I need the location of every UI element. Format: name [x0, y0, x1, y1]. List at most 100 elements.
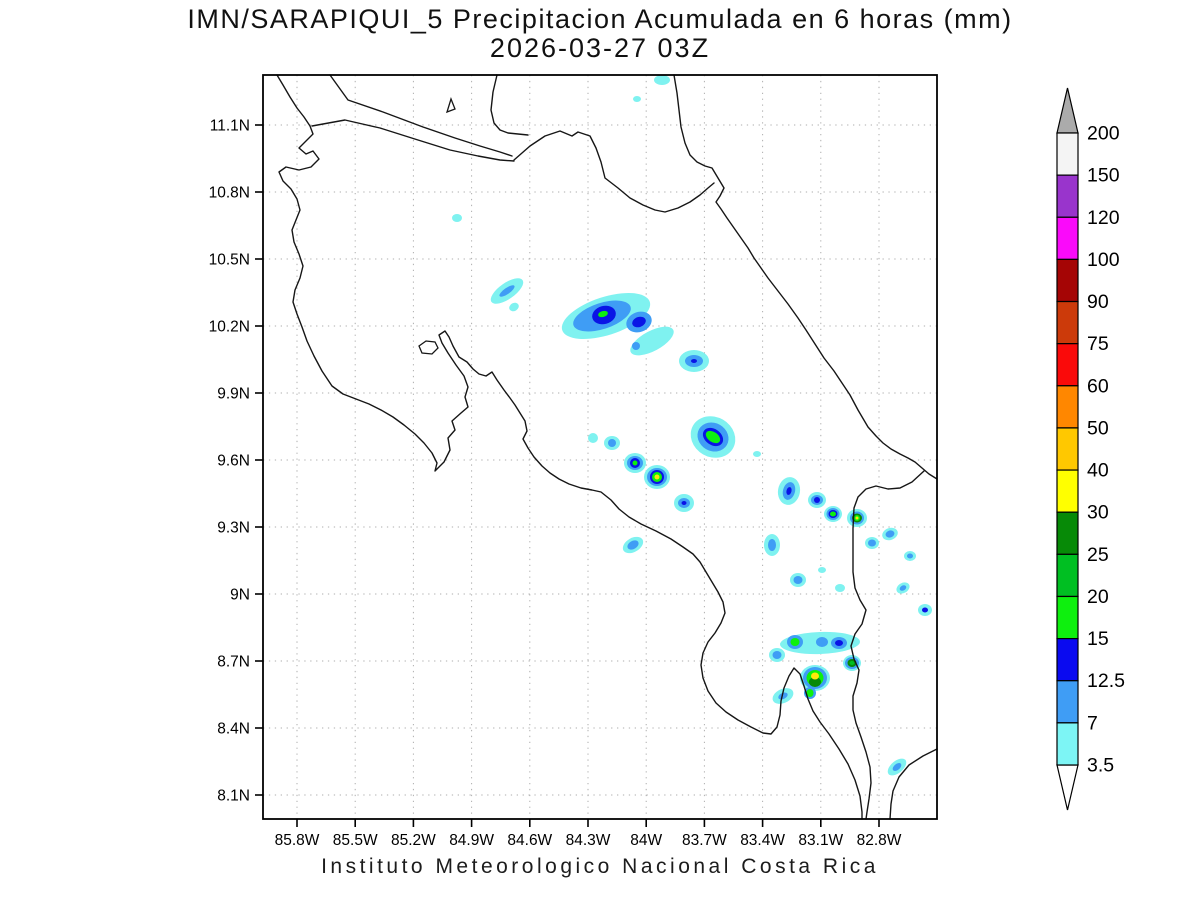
precip-contour: [753, 451, 761, 457]
precip-blob: [865, 537, 879, 549]
precip-blob: [452, 214, 462, 222]
precip-contour: [632, 316, 646, 328]
precip-contour: [632, 460, 638, 466]
precip-blob: [896, 582, 910, 594]
precip-blob: [882, 527, 898, 541]
precip-blob: [808, 492, 826, 508]
precip-contour: [835, 640, 843, 646]
colorbar-label: 150: [1087, 165, 1120, 187]
precip-contour: [598, 310, 608, 318]
precip-contour: [811, 672, 819, 680]
precip-blob: [630, 326, 674, 356]
precip-blob: [561, 293, 651, 339]
colorbar-block: [1056, 427, 1079, 471]
island-outline: [445, 97, 456, 114]
precip-blob: [777, 477, 801, 505]
colorbar-block: [1056, 469, 1079, 513]
precip-contour: [778, 692, 788, 700]
precip-blob: [690, 416, 736, 458]
colorbar-label: 40: [1087, 460, 1109, 482]
precip-contour: [899, 585, 907, 591]
precip-contour: [691, 359, 697, 363]
precip-blob: [632, 342, 640, 350]
precip-blob: [772, 688, 794, 704]
colorbar-block: [1056, 132, 1079, 176]
precip-contour: [814, 497, 820, 503]
precip-contour: [793, 576, 803, 584]
precip-contour: [633, 96, 641, 102]
lon-tick-label: 83.1W: [798, 832, 843, 849]
precip-contour: [705, 430, 721, 444]
precip-blob: [835, 584, 845, 592]
lat-tick-label: 10.8N: [209, 185, 250, 202]
precip-blob: [604, 436, 620, 450]
lon-tick-label: 84.9W: [449, 832, 494, 849]
precip-contour: [806, 689, 814, 697]
precip-blob: [843, 655, 861, 671]
colorbar-label: 200: [1087, 123, 1120, 145]
colorbar-label: 12.5: [1087, 670, 1125, 692]
colorbar-label: 30: [1087, 502, 1109, 524]
colorbar-label: 100: [1087, 249, 1120, 271]
coastline-path: [513, 130, 715, 213]
lon-tick-label: 82.8W: [857, 832, 902, 849]
precip-blob: [633, 96, 641, 102]
colorbar-block: [1056, 595, 1079, 640]
precip-blob: [887, 758, 907, 776]
precip-contour: [922, 607, 928, 613]
lat-tick-label: 8.7N: [217, 654, 250, 671]
colorbar-block: [1056, 511, 1079, 555]
lon-tick-label: 84W: [630, 832, 662, 849]
precip-blob: [654, 75, 670, 85]
precip-blob: [918, 604, 932, 616]
lat-tick-label: 10.2N: [209, 319, 250, 336]
lat-tick-label: 9.6N: [217, 453, 250, 470]
precip-blob: [818, 567, 826, 573]
precip-contour: [855, 516, 859, 520]
precip-contour: [772, 651, 782, 659]
precip-contour: [809, 677, 821, 687]
lon-tick-label: 85.5W: [333, 832, 378, 849]
precip-blob: [800, 665, 830, 691]
precip-contour: [588, 433, 598, 443]
precip-contour: [630, 326, 674, 356]
precip-contour: [654, 75, 670, 85]
precip-blob: [509, 302, 519, 312]
colorbar-label: 60: [1087, 375, 1109, 397]
colorbar-label: 90: [1087, 291, 1109, 313]
colorbar-label: 25: [1087, 544, 1109, 566]
precip-contour: [509, 302, 519, 312]
coastline-path: [889, 748, 938, 820]
plot-title: IMN/SARAPIQUI_5 Precipitacion Acumulada …: [187, 4, 1013, 34]
precip-contour: [452, 214, 462, 222]
coastline-path: [850, 470, 925, 820]
colorbar-block: [1056, 385, 1079, 429]
precip-blob: [674, 494, 694, 512]
precip-blob: [626, 311, 652, 333]
colorbar-block: [1056, 722, 1079, 766]
colorbar-arrow-bottom: [1056, 764, 1079, 811]
colorbar-block: [1056, 343, 1079, 387]
precip-contour: [816, 637, 828, 647]
colorbar-label: 75: [1087, 333, 1109, 355]
lat-tick-label: 9.3N: [217, 520, 250, 537]
colorbar-block: [1056, 680, 1079, 724]
precip-contour: [768, 539, 776, 551]
colorbar-label: 7: [1087, 712, 1098, 734]
coastline-path: [329, 74, 513, 157]
precip-contour: [835, 584, 845, 592]
precip-blob: [787, 635, 803, 649]
lat-tick-label: 8.1N: [217, 788, 250, 805]
coastline-path: [311, 119, 515, 162]
precip-contour: [627, 540, 639, 550]
precip-contour: [654, 474, 660, 480]
precip-blob: [622, 536, 644, 554]
precip-contour: [632, 342, 640, 350]
colorbar-label: 20: [1087, 586, 1109, 608]
precip-blob: [831, 637, 847, 649]
precip-contour: [830, 511, 836, 517]
precip-contour: [907, 553, 913, 559]
precip-contour: [818, 567, 826, 573]
precip-contour: [499, 285, 515, 297]
